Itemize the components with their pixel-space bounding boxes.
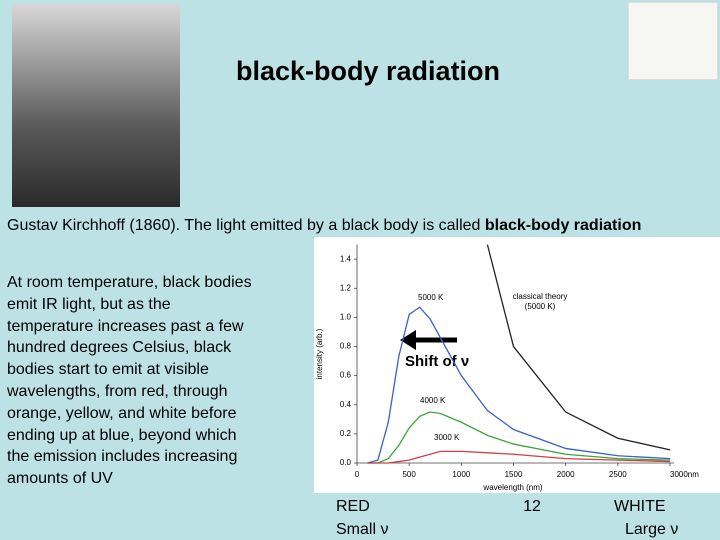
small-nu-label: Small ν	[336, 521, 388, 538]
y-tick-label: 0.4	[340, 400, 352, 409]
x-tick-label: 2500	[609, 470, 627, 479]
paragraph-line: the emission includes increasing	[7, 448, 238, 466]
y-tick-label: 1.0	[340, 313, 352, 322]
shift-arrow-head	[400, 330, 416, 350]
x-tick-label: 3000nm	[670, 470, 699, 479]
series-line	[367, 450, 671, 464]
series-line	[367, 306, 671, 464]
paragraph-line: wavelengths, from red, through	[7, 382, 228, 400]
y-axis-label: intensity (arb.)	[315, 328, 324, 379]
annotation: 4000 K	[420, 396, 446, 405]
slide-title: black-body radiation	[236, 56, 501, 86]
paragraph: At room temperature, black bodies emit IR…	[7, 272, 252, 490]
y-tick-label: 1.4	[340, 254, 352, 263]
series-line	[486, 244, 671, 451]
paragraph-line: orange, yellow, and white before	[7, 404, 237, 422]
caption-text: Gustav Kirchhoff (1860). The light emitt…	[7, 217, 485, 234]
annotation: 3000 K	[434, 433, 460, 442]
y-tick-label: 0.2	[340, 429, 352, 438]
red-label: RED	[336, 498, 370, 515]
x-tick-label: 1000	[452, 470, 470, 479]
page-number: 12	[523, 498, 541, 515]
bear-image	[628, 2, 718, 80]
shift-label: Shift of ν	[405, 353, 469, 370]
annotation: classical theory	[513, 292, 568, 301]
chart-background	[314, 237, 720, 493]
annotation: (5000 K)	[525, 302, 556, 311]
white-label: WHITE	[614, 498, 666, 515]
paragraph-line: amounts of UV	[7, 470, 113, 488]
series-line	[367, 411, 671, 464]
paragraph-line: temperature increases past a few	[7, 317, 244, 335]
x-tick-label: 2000	[557, 470, 575, 479]
large-nu-label: Large ν	[625, 521, 678, 538]
paragraph-line: bodies start to emit at visible	[7, 361, 209, 379]
y-tick-label: 0.6	[340, 371, 352, 380]
portrait	[12, 4, 180, 207]
paragraph-line: At room temperature, black bodies	[7, 274, 252, 291]
paragraph-line: ending up at blue, beyond which	[7, 426, 237, 444]
annotation: 5000 K	[418, 293, 444, 302]
caption: Gustav Kirchhoff (1860). The light emitt…	[7, 217, 641, 235]
caption-emphasis: black-body radiation	[484, 217, 642, 234]
y-tick-label: 0.8	[340, 342, 352, 351]
x-axis-label: wavelength (nm)	[482, 483, 542, 492]
y-tick-label: 1.2	[340, 283, 352, 292]
x-tick-label: 1500	[505, 470, 523, 479]
paragraph-line: emit IR light, but as the	[7, 295, 171, 313]
paragraph-line: hundred degrees Celsius, black	[7, 339, 232, 357]
x-tick-label: 500	[402, 470, 416, 479]
x-tick-label: 0	[355, 470, 360, 479]
y-tick-label: 0.0	[340, 458, 352, 467]
